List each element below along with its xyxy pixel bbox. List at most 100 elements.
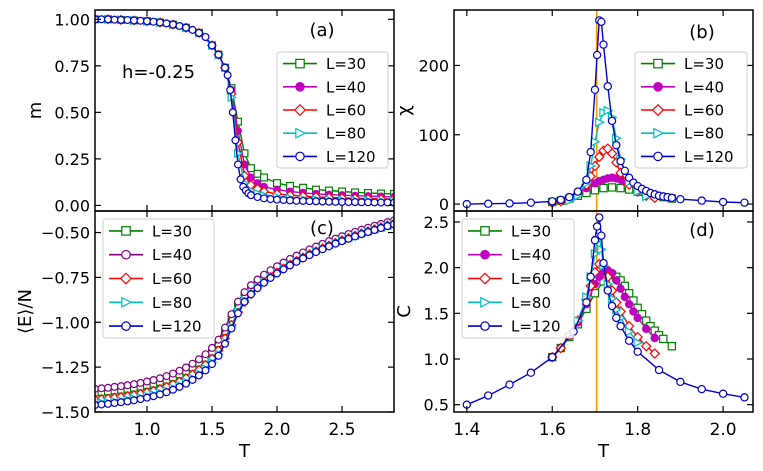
x-tick-label: 1.8 (624, 420, 651, 440)
data-point (603, 82, 612, 91)
data-point (110, 15, 119, 24)
x-tick-label: 1.6 (539, 420, 566, 440)
data-point (505, 380, 514, 389)
data-point (130, 16, 139, 25)
data-point (607, 183, 617, 192)
data-point (195, 28, 204, 37)
data-point (595, 213, 604, 222)
data-point (156, 390, 165, 399)
data-point (642, 316, 651, 325)
y-tick-label: 0.25 (54, 150, 90, 169)
data-point (214, 351, 223, 360)
data-point (226, 86, 235, 95)
axes-frame (453, 210, 754, 413)
data-point (279, 265, 288, 274)
x-tick-label: 1.5 (198, 420, 225, 440)
data-point (260, 278, 269, 287)
y-tick-label: −0.50 (41, 224, 90, 243)
legend-marker (653, 151, 663, 162)
panel-label: (c) (310, 218, 334, 239)
data-point (344, 198, 353, 207)
data-point (526, 198, 536, 207)
legend-label: L=30 (511, 222, 551, 240)
data-point (292, 196, 301, 205)
legend: L=30 L=40 L=60 L=80 L=120 (276, 51, 389, 169)
data-point (162, 388, 171, 397)
data-point (667, 193, 677, 203)
data-point (110, 382, 119, 391)
data-point (667, 342, 677, 351)
legend-marker (121, 249, 131, 260)
legend-marker (653, 127, 665, 139)
annotation-field: h=-0.25 (122, 62, 195, 83)
data-point (182, 363, 191, 372)
legend-box (461, 218, 575, 339)
data-point (606, 148, 618, 159)
data-point (266, 195, 275, 204)
legend-marker (121, 226, 131, 236)
legend-label: L=120 (152, 318, 202, 336)
data-point (266, 273, 275, 282)
data-point (305, 251, 314, 260)
y-axis-label: m (25, 102, 46, 120)
data-point (697, 384, 706, 394)
series-group (462, 16, 749, 209)
data-point (123, 397, 132, 406)
x-tick-label: 1.4 (453, 420, 480, 440)
data-point (586, 147, 595, 157)
legend-label: L=60 (684, 102, 724, 120)
data-point (556, 195, 565, 205)
data-point (740, 393, 749, 402)
y-tick-label: 1.5 (424, 304, 449, 323)
panel-b: 0 100 200 χ (b) L=30 L=40 L=60 L=80 L=120 (394, 9, 754, 214)
data-point (253, 169, 262, 178)
data-point (175, 22, 184, 31)
data-point (370, 226, 379, 235)
legend-label: L=40 (326, 78, 366, 96)
data-point (201, 32, 210, 41)
data-point (116, 15, 125, 24)
legend-label: L=40 (684, 78, 724, 96)
legend-marker (653, 58, 663, 69)
data-point (201, 366, 210, 375)
data-point (169, 369, 178, 378)
data-point (624, 299, 634, 309)
legend-marker (121, 296, 133, 308)
data-point (582, 298, 591, 307)
x-axis-label: T (597, 441, 610, 462)
data-point (697, 196, 706, 205)
data-point (505, 199, 514, 208)
y-tick-label: 100 (418, 126, 449, 145)
data-point (247, 191, 256, 200)
legend-marker (651, 103, 665, 117)
data-point (116, 382, 125, 391)
legend: L=30 L=40 L=60 L=80 L=120 (634, 51, 748, 169)
data-point (624, 336, 634, 345)
y-tick-label: 2.0 (424, 259, 449, 278)
data-point (590, 236, 600, 245)
data-point (188, 25, 197, 34)
data-point (299, 196, 308, 205)
data-point (607, 116, 617, 126)
legend-label: L=80 (511, 294, 551, 312)
legend: L=30 L=40 L=60 L=80 L=120 (461, 218, 575, 339)
data-point (642, 324, 651, 334)
legend-label: L=60 (152, 270, 192, 288)
data-point (612, 276, 621, 285)
data-point (136, 16, 145, 25)
y-tick-label: 0.00 (54, 196, 90, 215)
data-point (223, 71, 232, 80)
data-point (195, 371, 204, 380)
data-point (740, 198, 749, 207)
legend-label: L=30 (684, 55, 724, 73)
legend-label: L=40 (152, 246, 192, 264)
data-point (130, 396, 139, 405)
legend-marker (480, 226, 490, 236)
y-tick-label: −1.00 (41, 313, 90, 332)
legend: L=30 L=40 L=60 L=80 L=120 (102, 218, 215, 339)
data-point (123, 16, 132, 25)
y-axis-label: ⟨E⟩/N (15, 289, 36, 334)
legend-marker (295, 82, 305, 92)
data-point (483, 199, 493, 208)
